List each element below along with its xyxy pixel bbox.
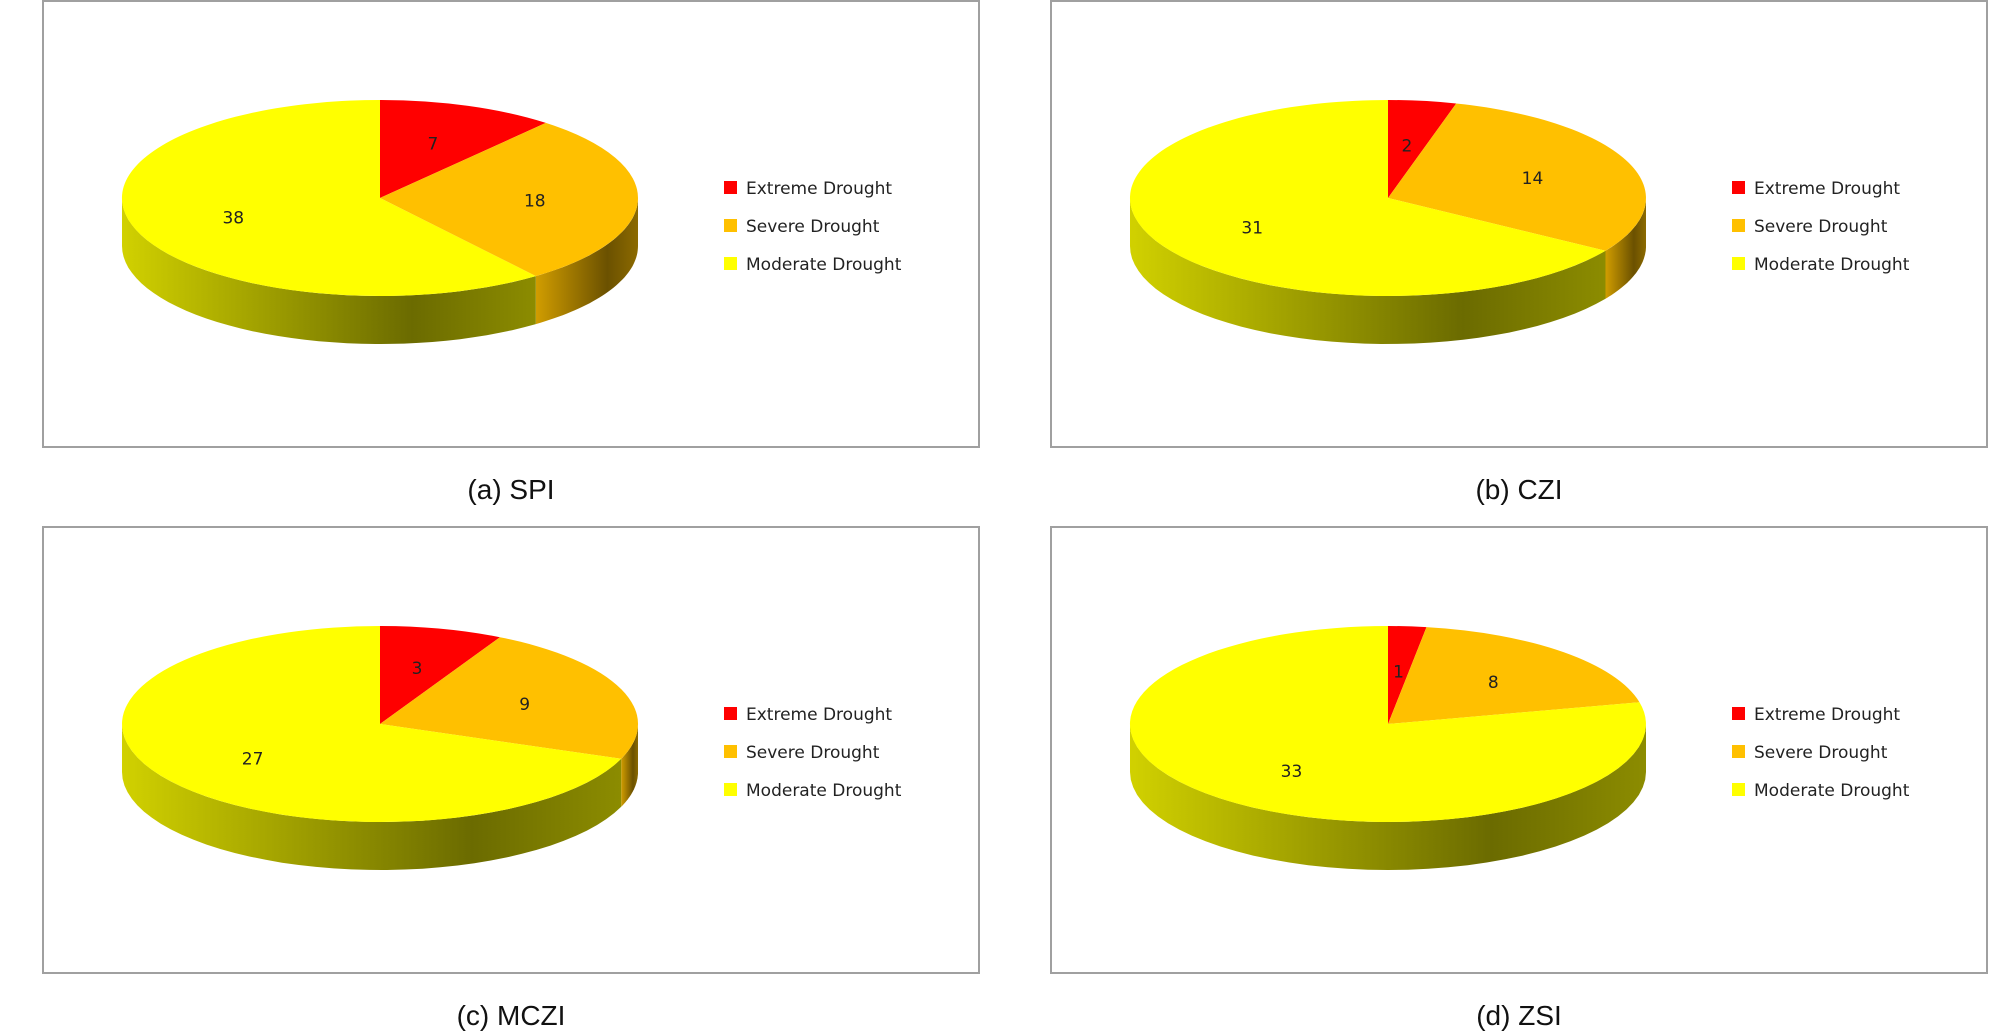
chart-panel-zsi: 1 8 33 Extreme Drought Severe Drought Moderat… xyxy=(1050,526,1988,974)
pie-slice-severe-drought xyxy=(1388,627,1640,724)
data-label-extreme-drought: 7 xyxy=(427,135,438,155)
pie-chart-spi: 7 18 38 Extreme Drought Severe Drought Modera… xyxy=(121,99,902,344)
legend-swatch-severe-drought xyxy=(1732,219,1745,232)
pie-chart-zsi: 1 8 33 Extreme Drought Severe Drought Moderat… xyxy=(1129,626,1910,870)
chart-panel-spi: 7 18 38 Extreme Drought Severe Drought Modera… xyxy=(42,0,980,448)
caption-mczi: (c) MCZI xyxy=(456,1000,566,1031)
caption-czi: (b) CZI xyxy=(1475,474,1563,505)
pie-slice-moderate-drought xyxy=(122,626,622,822)
caption-spi: (a) SPI xyxy=(467,474,555,505)
legend-label-moderate-drought: Moderate Drought xyxy=(1754,781,1910,801)
pie-side-moderate-drought xyxy=(1130,198,1606,344)
legend-swatch-severe-drought xyxy=(724,745,737,758)
legend-label-severe-drought: Severe Drought xyxy=(746,743,880,763)
legend-label-severe-drought: Severe Drought xyxy=(1754,743,1888,763)
chart-panel-mczi: 3 9 27 Extreme Drought Severe Drought Moderat… xyxy=(42,526,980,974)
data-label-moderate-drought: 31 xyxy=(1241,218,1263,238)
pie-slice-extreme-drought xyxy=(1388,100,1457,198)
pie-slice-moderate-drought xyxy=(121,99,536,296)
legend-label-moderate-drought: Moderate Drought xyxy=(1754,255,1910,275)
pie-side-severe-drought xyxy=(1605,198,1646,299)
data-label-moderate-drought: 27 xyxy=(242,749,264,769)
legend-label-severe-drought: Severe Drought xyxy=(1754,217,1888,237)
pie-side-moderate-drought xyxy=(122,724,622,870)
pie-side-severe-drought xyxy=(535,198,638,325)
data-label-extreme-drought: 2 xyxy=(1401,137,1412,157)
legend-swatch-extreme-drought xyxy=(724,707,737,720)
pie-side-moderate-drought xyxy=(122,198,536,344)
chart-panel-czi: 2 14 31 Extreme Drought Severe Drought Modera… xyxy=(1050,0,1988,448)
pie-slice-moderate-drought xyxy=(1129,99,1606,296)
pie-slice-severe-drought xyxy=(1388,103,1646,251)
legend-label-extreme-drought: Extreme Drought xyxy=(746,179,892,199)
legend-swatch-moderate-drought xyxy=(1732,257,1745,270)
legend-swatch-moderate-drought xyxy=(724,783,737,796)
legend-label-moderate-drought: Moderate Drought xyxy=(746,781,902,801)
data-label-severe-drought: 9 xyxy=(519,695,530,715)
pie-chart-czi: 2 14 31 Extreme Drought Severe Drought Modera… xyxy=(1129,99,1910,344)
legend-swatch-severe-drought xyxy=(1732,745,1745,758)
pie-slice-moderate-drought xyxy=(1129,626,1646,822)
pie-side-moderate-drought xyxy=(1130,724,1646,870)
legend-swatch-moderate-drought xyxy=(724,257,737,270)
pie-side-severe-drought xyxy=(621,724,638,807)
pie-slice-severe-drought xyxy=(380,637,639,759)
legend-swatch-moderate-drought xyxy=(1732,783,1745,796)
data-label-severe-drought: 8 xyxy=(1488,673,1499,693)
data-label-moderate-drought: 38 xyxy=(222,209,244,229)
data-label-extreme-drought: 3 xyxy=(412,659,423,679)
data-label-moderate-drought: 33 xyxy=(1281,762,1303,782)
pie-slice-extreme-drought xyxy=(1388,626,1427,724)
caption-zsi: (d) ZSI xyxy=(1476,1000,1562,1031)
legend-swatch-extreme-drought xyxy=(1732,707,1745,720)
legend-label-extreme-drought: Extreme Drought xyxy=(1754,705,1900,725)
data-label-extreme-drought: 1 xyxy=(1393,662,1404,682)
legend-swatch-extreme-drought xyxy=(1732,181,1745,194)
legend-swatch-severe-drought xyxy=(724,219,737,232)
legend-swatch-extreme-drought xyxy=(724,181,737,194)
pie-slice-extreme-drought xyxy=(380,626,500,724)
pie-chart-mczi: 3 9 27 Extreme Drought Severe Drought Moderat… xyxy=(122,626,902,870)
pie-slice-extreme-drought xyxy=(380,100,546,198)
data-label-severe-drought: 14 xyxy=(1522,169,1544,189)
data-label-severe-drought: 18 xyxy=(524,192,546,212)
legend-label-severe-drought: Severe Drought xyxy=(746,217,880,237)
legend-label-extreme-drought: Extreme Drought xyxy=(1754,179,1900,199)
legend-label-moderate-drought: Moderate Drought xyxy=(746,255,902,275)
legend-label-extreme-drought: Extreme Drought xyxy=(746,705,892,725)
pie-slice-severe-drought xyxy=(380,122,639,277)
